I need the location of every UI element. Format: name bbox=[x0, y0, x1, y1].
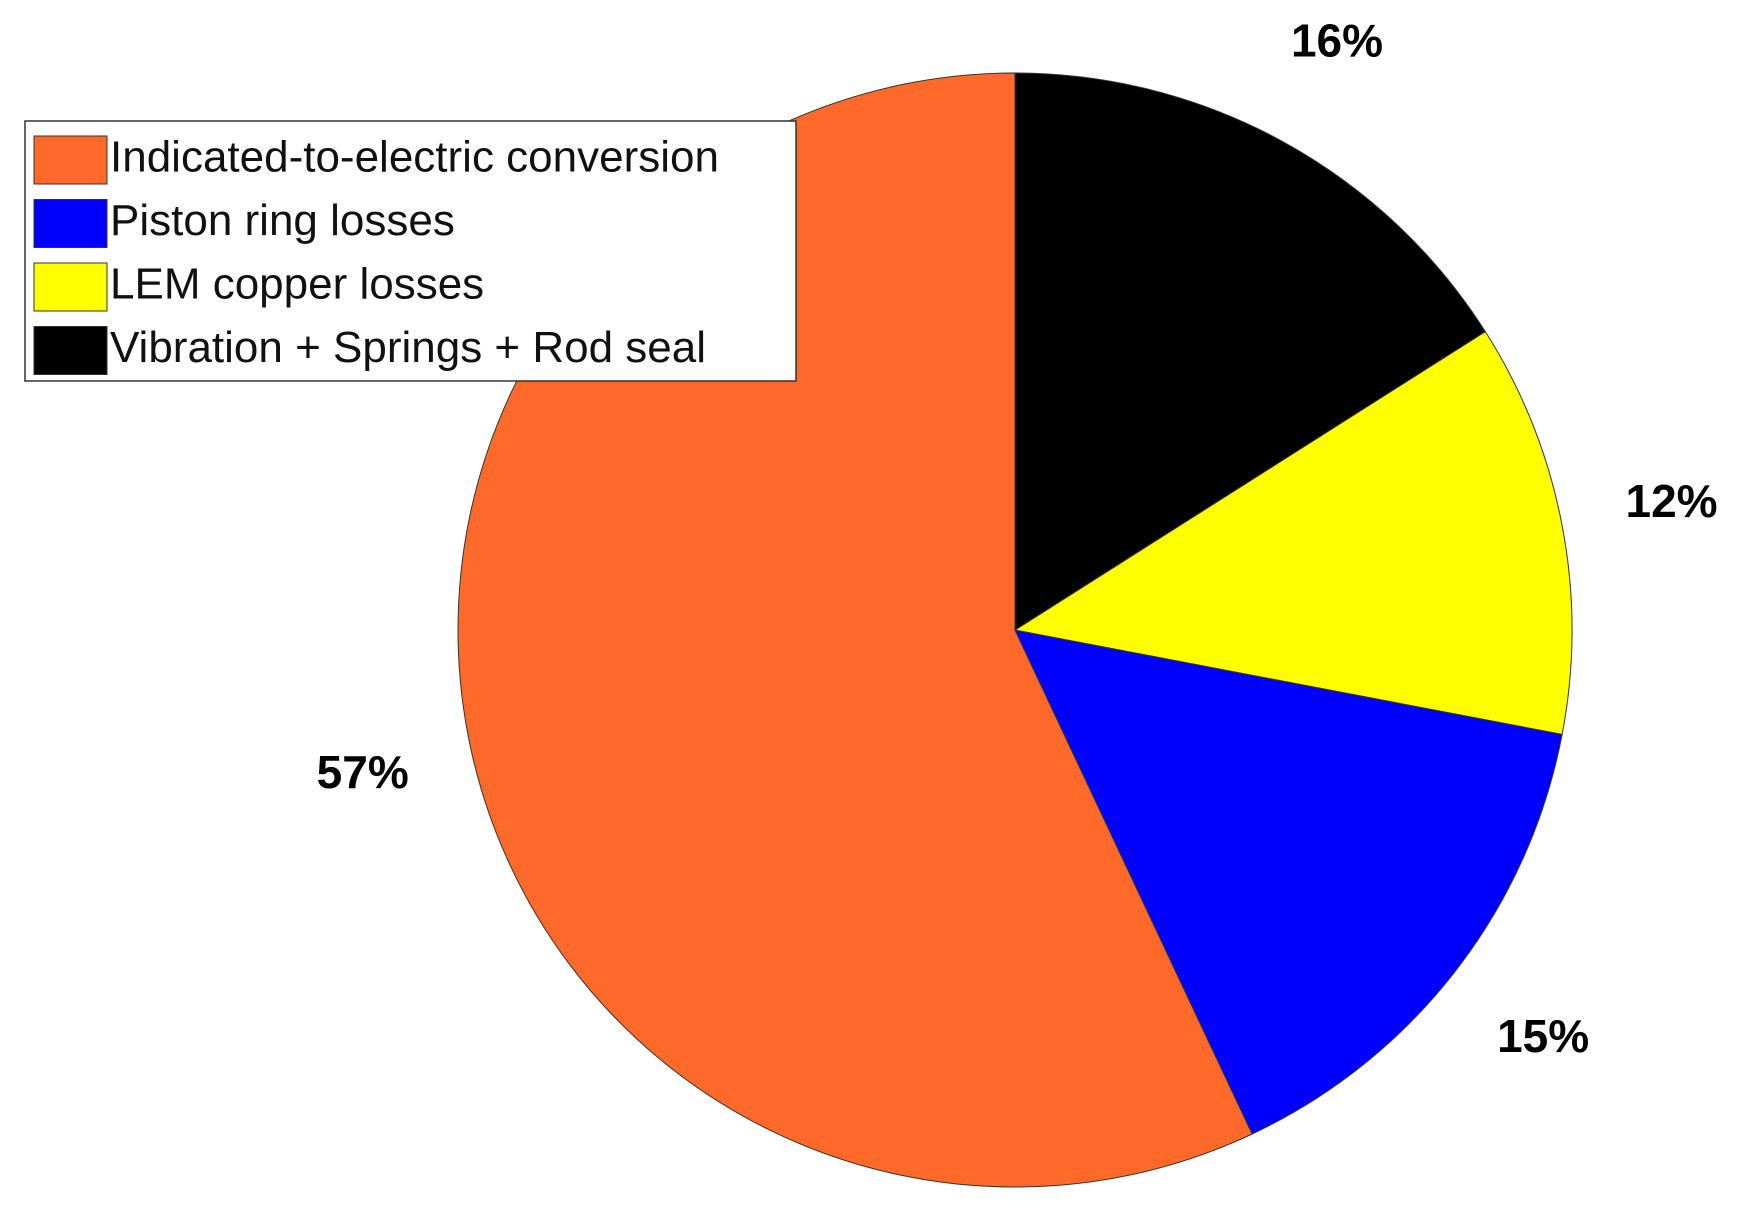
slice-label: 16% bbox=[1291, 14, 1383, 66]
slice-label: 12% bbox=[1626, 475, 1718, 527]
slice-label: 15% bbox=[1497, 1010, 1589, 1062]
legend-label: LEM copper losses bbox=[110, 260, 484, 309]
legend-swatch bbox=[33, 135, 108, 185]
legend-label: Vibration + Springs + Rod seal bbox=[110, 323, 706, 372]
legend-label: Piston ring losses bbox=[110, 196, 455, 245]
legend-swatch bbox=[33, 326, 108, 375]
legend-swatch bbox=[33, 262, 108, 312]
pie-slice bbox=[1014, 629, 1563, 1135]
slice-label: 57% bbox=[317, 746, 409, 798]
pie-slice bbox=[1013, 330, 1573, 735]
legend-box bbox=[24, 120, 797, 382]
pie-slice bbox=[1014, 72, 1486, 631]
legend-label: Indicated-to-electric conversion bbox=[110, 133, 719, 182]
legend-swatch bbox=[33, 199, 108, 248]
